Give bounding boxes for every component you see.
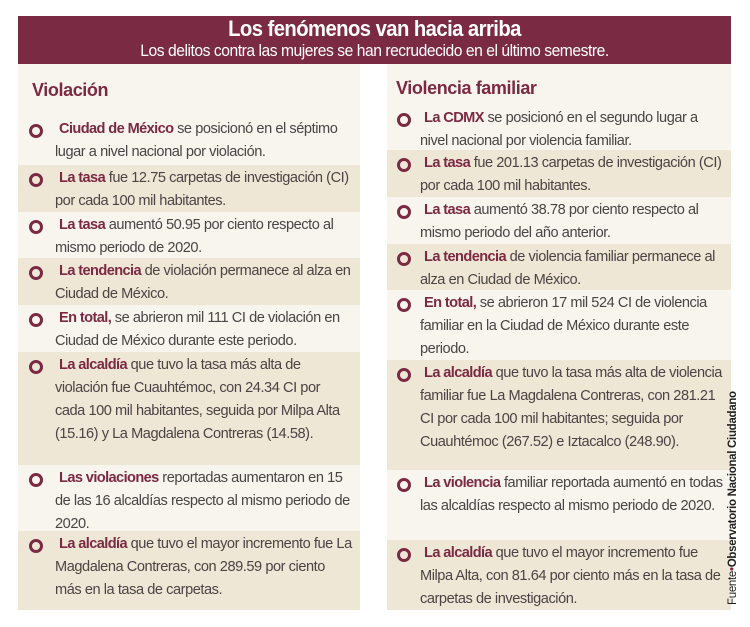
item-text: se abrieron 17 mil 524 CI de violencia f…	[420, 295, 707, 357]
list-item: Las violaciones reportadas aumentaron en…	[18, 465, 360, 532]
item-highlight: Las violaciones	[59, 470, 159, 486]
list-item: La violencia familiar reportada aumentó …	[387, 470, 731, 540]
item-highlight: En total,	[424, 295, 477, 311]
violacion-column: Violación Ciudad de México se posicionó …	[18, 64, 360, 610]
item-highlight: La tasa	[59, 170, 106, 186]
item-text: fue 201.13 carpetas de investigación (CI…	[420, 155, 722, 194]
ring-bullet-icon	[397, 113, 411, 127]
ring-bullet-icon	[29, 360, 43, 374]
section-title-violencia-familiar: Violencia familiar	[396, 78, 537, 98]
ring-bullet-icon	[397, 298, 411, 312]
item-text: fue 12.75 carpetas de investigación (CI)…	[55, 170, 349, 209]
item-highlight: La alcaldía	[424, 365, 493, 381]
list-item: La tasa fue 201.13 carpetas de investiga…	[387, 150, 731, 197]
list-item: La CDMX se posicionó en el segundo lugar…	[387, 105, 731, 150]
list-item: En total, se abrieron mil 111 CI de viol…	[18, 305, 360, 352]
ring-bullet-icon	[29, 473, 43, 487]
ring-bullet-icon	[397, 368, 411, 382]
source-organization: Observatorio Nacional Ciudadano	[727, 391, 739, 568]
item-text: se posicionó en el segundo lugar a nivel…	[420, 110, 698, 149]
item-highlight: La tendencia	[59, 263, 142, 279]
list-item: La alcaldía que tuvo el mayor incremento…	[18, 531, 360, 610]
item-highlight: La tendencia	[424, 249, 507, 265]
page-title: Los fenómenos van hacia arriba	[228, 16, 521, 41]
item-highlight: La alcaldía	[59, 357, 128, 373]
violencia-familiar-list: La CDMX se posicionó en el segundo lugar…	[387, 105, 731, 610]
item-highlight: La alcaldía	[59, 536, 128, 552]
ring-bullet-icon	[29, 266, 43, 280]
list-item: En total, se abrieron 17 mil 524 CI de v…	[387, 290, 731, 360]
item-highlight: La alcaldía	[424, 545, 493, 561]
item-text: se abrieron mil 111 CI de violación en C…	[55, 310, 340, 349]
ring-bullet-icon	[29, 313, 43, 327]
violencia-familiar-column: Violencia familiar La CDMX se posicionó …	[387, 64, 731, 610]
ring-bullet-icon	[397, 252, 411, 266]
list-item: Ciudad de México se posicionó en el sépt…	[18, 116, 360, 165]
list-item: La tasa aumentó 50.95 por ciento respect…	[18, 212, 360, 258]
item-text: de violencia familiar permanece al alza …	[420, 249, 715, 288]
violacion-list: Ciudad de México se posicionó en el sépt…	[18, 116, 360, 610]
item-highlight: La violencia	[424, 475, 501, 491]
item-highlight: La tasa	[424, 155, 471, 171]
item-text: que tuvo la tasa más alta de violación f…	[55, 357, 340, 442]
ring-bullet-icon	[397, 158, 411, 172]
item-highlight: La tasa	[424, 202, 471, 218]
ring-bullet-icon	[29, 173, 43, 187]
item-highlight: La CDMX	[424, 110, 484, 126]
list-item: La alcaldía que tuvo la tasa más alta de…	[18, 352, 360, 465]
ring-bullet-icon	[397, 205, 411, 219]
source-separator: •	[727, 567, 739, 571]
infographic-header: Los fenómenos van hacia arriba Los delit…	[18, 16, 731, 64]
list-item: La tendencia de violación permanece al a…	[18, 258, 360, 305]
page-subtitle: Los delitos contra las mujeres se han re…	[140, 41, 609, 60]
item-highlight: En total,	[59, 310, 112, 326]
list-item: La tasa fue 12.75 carpetas de investigac…	[18, 165, 360, 212]
item-highlight: La tasa	[59, 217, 106, 233]
source-label: Fuente	[727, 570, 739, 605]
item-text: se posicionó en el séptimo lugar a nivel…	[55, 121, 338, 160]
ring-bullet-icon	[29, 220, 43, 234]
list-item: La alcaldía que tuvo la tasa más alta de…	[387, 360, 731, 470]
list-item: La tasa aumentó 38.78 por ciento respect…	[387, 197, 731, 244]
ring-bullet-icon	[397, 548, 411, 562]
item-text: de violación permanece al alza en Ciudad…	[55, 263, 351, 302]
list-item: La tendencia de violencia familiar perma…	[387, 244, 731, 290]
ring-bullet-icon	[397, 478, 411, 492]
item-text: aumentó 38.78 por ciento respecto al mis…	[420, 202, 699, 241]
ring-bullet-icon	[29, 124, 43, 138]
item-text: familiar reportada aumentó en todas las …	[420, 475, 723, 514]
item-text: que tuvo el mayor incremento fue La Magd…	[55, 536, 352, 598]
source-credit: Fuente•Observatorio Nacional Ciudadano	[727, 391, 739, 605]
section-title-violacion: Violación	[32, 80, 109, 100]
item-text: reportadas aumentaron en 15 de las 16 al…	[55, 470, 350, 532]
item-text: aumentó 50.95 por ciento respecto al mis…	[55, 217, 334, 256]
list-item: La alcaldía que tuvo el mayor incremento…	[387, 540, 731, 610]
item-text: que tuvo el mayor incremento fue Milpa A…	[420, 545, 721, 607]
ring-bullet-icon	[29, 539, 43, 553]
item-highlight: Ciudad de México	[59, 121, 174, 137]
item-text: que tuvo la tasa más alta de violencia f…	[420, 365, 722, 450]
